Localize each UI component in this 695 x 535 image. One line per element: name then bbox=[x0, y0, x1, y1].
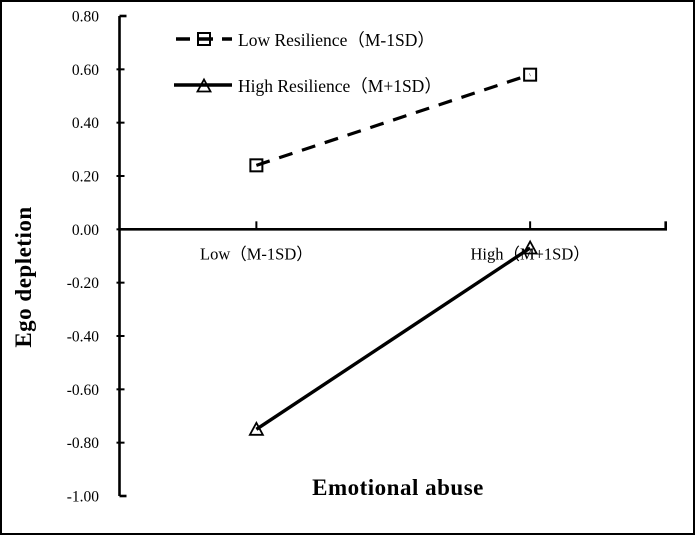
y-tick-label: -0.40 bbox=[67, 329, 100, 346]
legend-high-resilience-m-1sd-triangle-marker bbox=[195, 77, 213, 93]
series-high-resilience-m-1sd-triangle-marker bbox=[522, 239, 539, 255]
y-tick-label: -1.00 bbox=[67, 489, 100, 506]
y-tick-label: 0.80 bbox=[72, 9, 99, 26]
y-tick-label: 0.60 bbox=[72, 62, 99, 79]
y-tick-label: -0.60 bbox=[67, 382, 100, 399]
series-high-resilience-m-1sd-triangle-marker bbox=[248, 420, 265, 436]
y-tick-label: 0.00 bbox=[72, 222, 99, 239]
series-low-resilience-m-1sd-line bbox=[255, 73, 531, 167]
legend-low-resilience-m-1sd-square-marker bbox=[197, 32, 211, 46]
legend-label: High Resilience（M+1SD） bbox=[238, 76, 442, 96]
x-category-label: Low（M-1SD） bbox=[200, 244, 313, 263]
y-tick-label: 0.20 bbox=[72, 169, 99, 186]
x-axis-title: Emotional abuse bbox=[312, 475, 484, 500]
series-low-resilience-m-1sd-square-marker bbox=[523, 67, 538, 82]
series-high-resilience-m-1sd-line bbox=[255, 246, 532, 431]
series-low-resilience-m-1sd-square-marker bbox=[249, 158, 264, 173]
y-tick-label: -0.80 bbox=[67, 435, 100, 452]
legend-label: Low Resilience（M-1SD） bbox=[238, 30, 435, 50]
y-tick-label: 0.40 bbox=[72, 115, 99, 132]
y-axis-title: Ego depletion bbox=[11, 206, 36, 348]
y-tick-label: -0.20 bbox=[67, 275, 100, 292]
